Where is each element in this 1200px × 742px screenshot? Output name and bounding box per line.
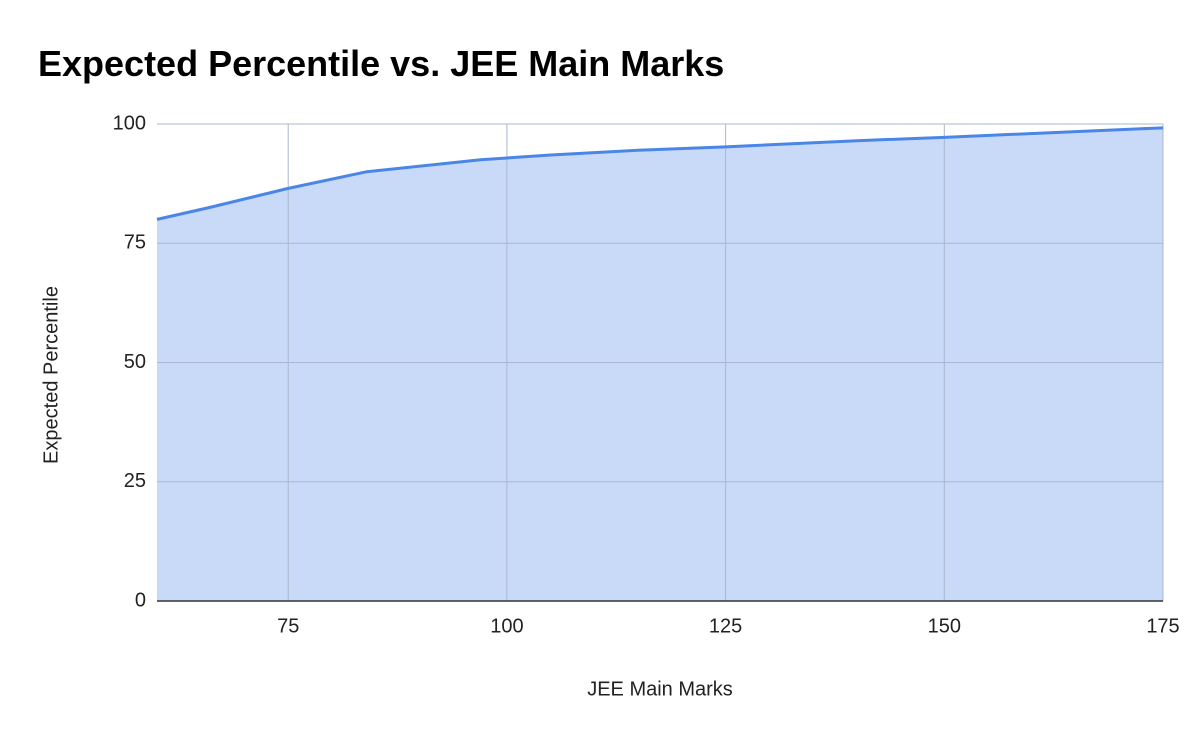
area-fill <box>157 127 1163 601</box>
chart-title: Expected Percentile vs. JEE Main Marks <box>38 43 724 84</box>
x-tick-label: 125 <box>709 615 742 637</box>
x-axis-label: JEE Main Marks <box>587 678 733 700</box>
x-tick-label: 175 <box>1146 615 1179 637</box>
y-tick-label: 0 <box>135 589 146 611</box>
y-tick-label: 25 <box>124 470 146 492</box>
x-tick-label: 75 <box>277 615 299 637</box>
y-axis-label: Expected Percentile <box>40 286 62 464</box>
x-tick-label: 100 <box>490 615 523 637</box>
y-tick-label: 75 <box>124 232 146 254</box>
x-tick-label: 150 <box>928 615 961 637</box>
area-line <box>156 126 1164 221</box>
y-tick-label: 100 <box>113 112 146 134</box>
y-tick-label: 50 <box>124 351 146 373</box>
